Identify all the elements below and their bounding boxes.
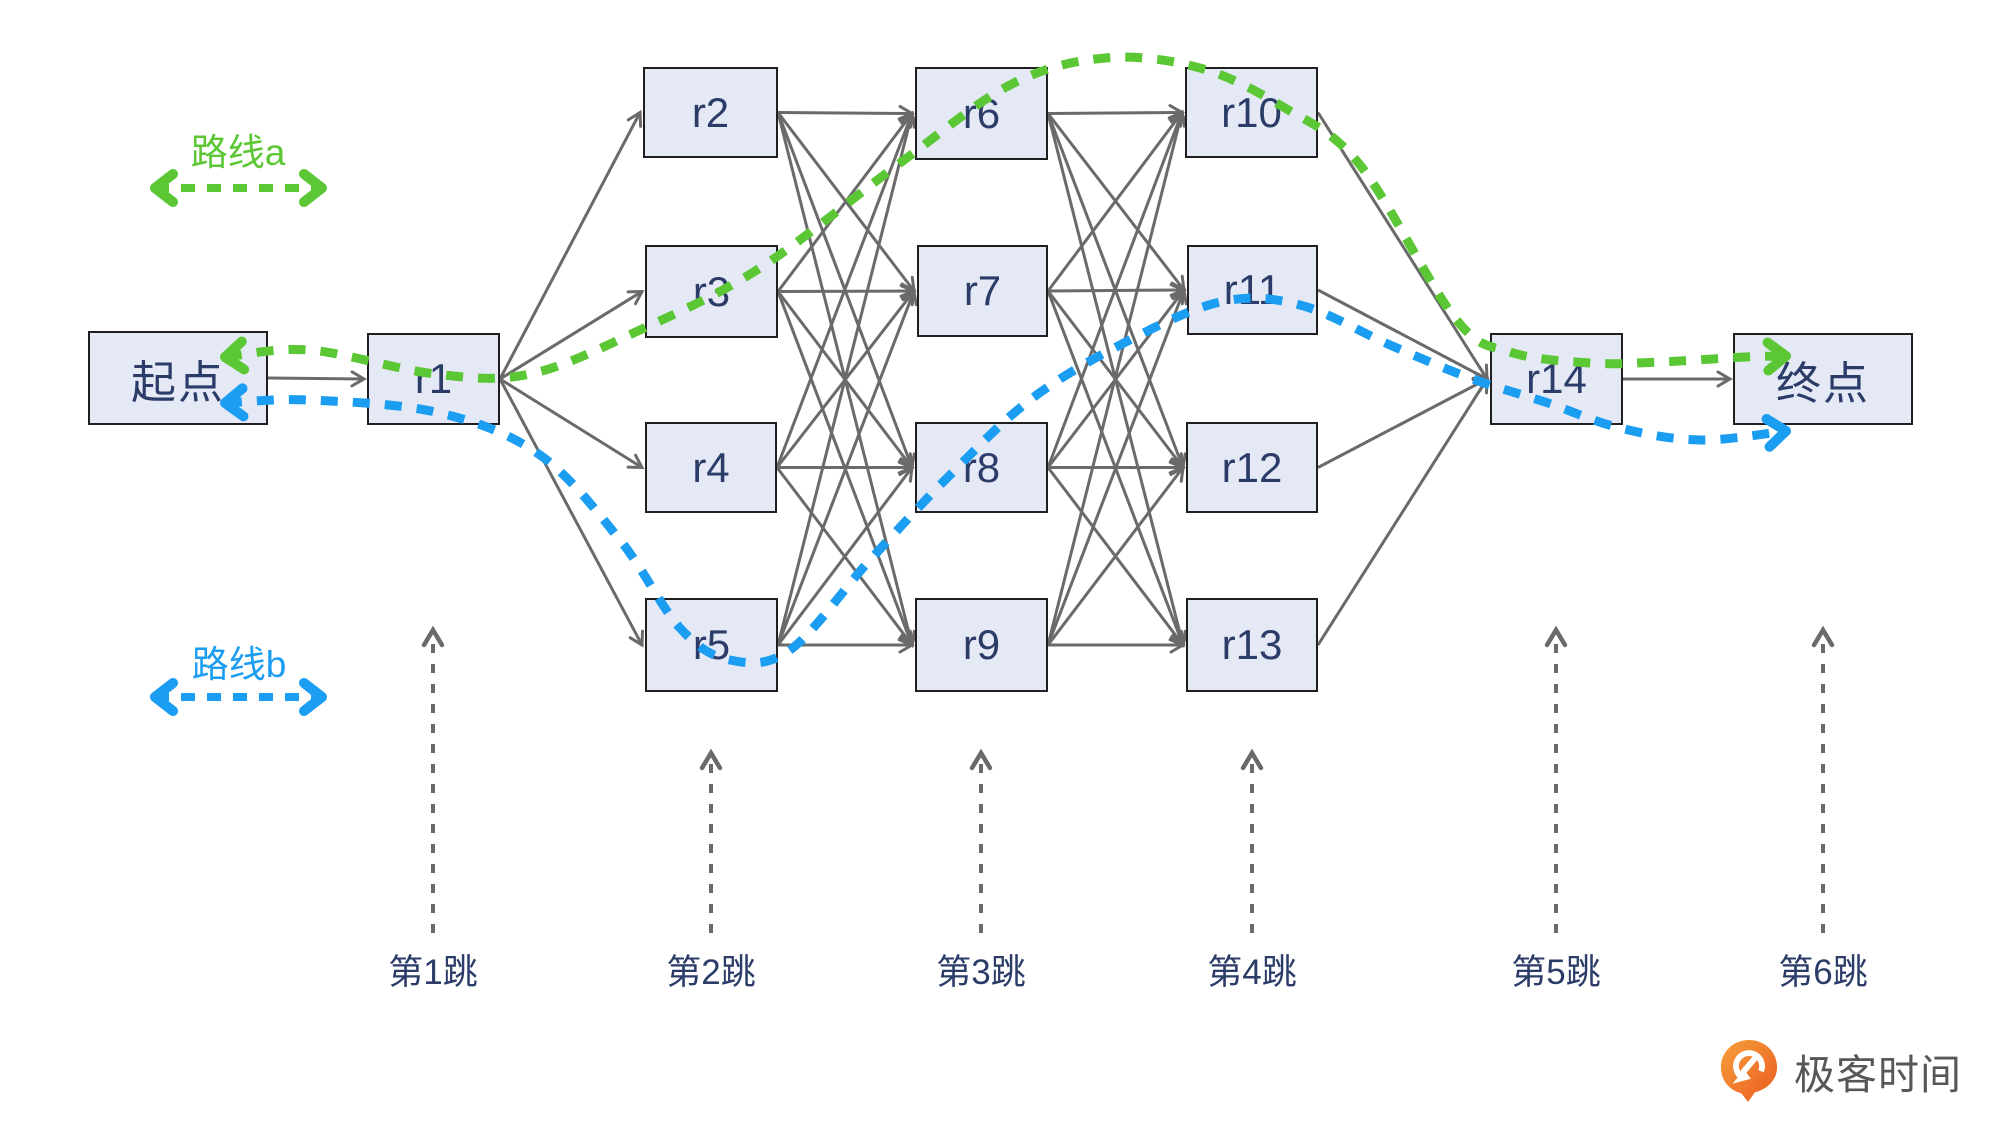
node-r9: r9 — [915, 598, 1048, 692]
legend-route-a-label: 路线a — [190, 132, 286, 173]
hop-label-2: 第2跳 — [666, 953, 756, 992]
hop-arrows — [421, 625, 1835, 933]
node-r2: r2 — [643, 67, 778, 158]
legend-route-b-label: 路线b — [191, 644, 287, 685]
node-end: 终点 — [1733, 333, 1913, 425]
node-r6: r6 — [915, 67, 1048, 160]
edge-r1-r2 — [498, 109, 643, 380]
hop-label-5: 第5跳 — [1511, 953, 1601, 992]
edge-r13-r14 — [1316, 376, 1489, 646]
edge-r11-r14 — [1317, 288, 1490, 382]
edge-r10-r14 — [1316, 111, 1489, 382]
node-r5: r5 — [645, 598, 778, 692]
geektime-logo-icon — [1720, 1040, 1778, 1102]
node-r14: r14 — [1490, 333, 1623, 425]
node-r13: r13 — [1186, 598, 1318, 692]
node-r11: r11 — [1187, 245, 1318, 335]
geektime-logo-text: 极客时间 — [1794, 1052, 1962, 1098]
hop-label-3: 第3跳 — [936, 953, 1026, 992]
node-r4: r4 — [645, 422, 777, 513]
legend-arrows — [150, 169, 327, 716]
edge-r12-r14 — [1317, 376, 1490, 469]
node-r3: r3 — [645, 245, 778, 338]
node-r8: r8 — [915, 422, 1048, 513]
geektime-logo: 极客时间 — [1718, 1038, 1962, 1104]
node-r12: r12 — [1186, 422, 1318, 513]
edge-r2-r6 — [777, 104, 915, 122]
edge-start-r1 — [267, 370, 367, 388]
hop-label-6: 第6跳 — [1778, 953, 1868, 992]
edge-r1-r5 — [498, 378, 645, 648]
edge-r3-r7 — [777, 282, 917, 300]
hop-label-1: 第1跳 — [388, 953, 478, 992]
node-r1: r1 — [367, 333, 500, 425]
edge-r6-r10 — [1047, 104, 1185, 122]
node-start: 起点 — [88, 331, 268, 425]
hop-label-4: 第4跳 — [1207, 953, 1297, 992]
node-r10: r10 — [1185, 67, 1318, 158]
node-r7: r7 — [917, 245, 1048, 337]
edge-r1-r4 — [499, 377, 645, 470]
